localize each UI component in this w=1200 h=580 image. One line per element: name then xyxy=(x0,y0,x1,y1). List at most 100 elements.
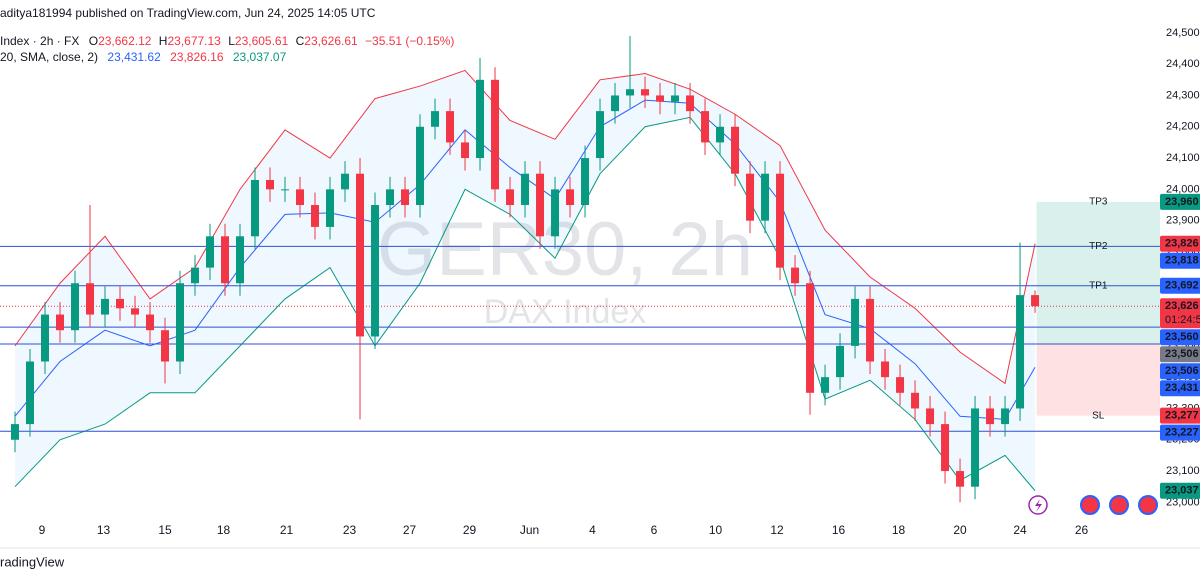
candle-body xyxy=(341,173,350,190)
symbol-legend: Index · 2h · FX O23,662.12 H23,677.13 L2… xyxy=(0,34,454,48)
price-label: 23,037 xyxy=(1165,485,1199,497)
candle-body xyxy=(221,236,230,284)
candle-body xyxy=(1031,295,1040,307)
y-tick-label: 24,000 xyxy=(1166,183,1200,195)
candle-body xyxy=(701,111,710,143)
candle-body xyxy=(896,377,905,393)
icon xyxy=(1035,499,1042,512)
candle-body xyxy=(251,179,260,237)
x-tick-label: 4 xyxy=(589,523,596,537)
band-line xyxy=(14,69,1036,385)
candle-body xyxy=(821,377,830,393)
candle-body xyxy=(116,298,125,309)
y-tick-label: 24,400 xyxy=(1166,58,1200,70)
candle-body xyxy=(296,189,305,206)
watermark-subtitle: DAX Index xyxy=(484,293,647,331)
candle-body xyxy=(536,173,545,237)
candle-body xyxy=(656,95,665,102)
candle-body xyxy=(86,283,95,315)
price-label-box xyxy=(1160,346,1200,363)
x-tick-label: 20 xyxy=(953,523,967,537)
candle-body xyxy=(686,95,695,112)
price-label-box xyxy=(1160,424,1200,441)
candle-body xyxy=(416,126,425,206)
x-tick-label: 18 xyxy=(892,523,906,537)
symbol: Index · 2h · FX xyxy=(0,34,79,48)
candle-body xyxy=(326,189,335,227)
x-tick-label: 26 xyxy=(1075,523,1089,537)
candle-body xyxy=(776,173,785,268)
candle-body xyxy=(716,126,725,143)
price-label: 23,692 xyxy=(1165,280,1199,292)
candle-body xyxy=(581,158,590,206)
y-tick-label: 24,500 xyxy=(1166,27,1200,39)
band-line xyxy=(14,116,1036,492)
candle-body xyxy=(1016,295,1025,409)
plot: TP3 TP2 TP1 SL xyxy=(0,35,1160,503)
candle-body xyxy=(731,126,740,174)
candle-body xyxy=(446,111,455,143)
candle-body xyxy=(131,308,140,315)
published-line: aditya181994 published on TradingView.co… xyxy=(0,6,376,20)
price-label: 23,506 xyxy=(1165,348,1199,360)
target-label: TP2 xyxy=(1089,241,1108,252)
candle-body xyxy=(461,142,470,159)
y-tick-label: 24,100 xyxy=(1166,152,1200,164)
candle-body xyxy=(101,298,110,315)
candle-body xyxy=(566,189,575,206)
ohlc-key: C xyxy=(296,34,305,48)
x-tick-label: 6 xyxy=(651,523,658,537)
icon xyxy=(1138,495,1158,515)
price-label: 23,626 xyxy=(1165,300,1199,312)
candle-body xyxy=(1001,408,1010,425)
price-label-box xyxy=(1160,482,1200,499)
candle-body xyxy=(386,189,395,206)
candle-body xyxy=(956,471,965,487)
countdown: 01:24:53 xyxy=(1165,314,1200,326)
x-tick-label: 10 xyxy=(709,523,723,537)
indicator-value: 23,037.07 xyxy=(233,50,287,64)
price-label: 23,560 xyxy=(1165,331,1199,343)
y-tick-label: 23,000 xyxy=(1166,496,1200,508)
candle-body xyxy=(146,314,155,331)
candle-body xyxy=(671,95,680,102)
y-tick-label: 23,900 xyxy=(1166,215,1200,227)
candle-body xyxy=(191,267,200,284)
price-label: 23,818 xyxy=(1165,255,1199,267)
candle-body xyxy=(26,361,35,425)
candle-body xyxy=(986,408,995,425)
price-label-box xyxy=(1160,193,1200,210)
x-tick-label: 13 xyxy=(97,523,111,537)
price-label-box xyxy=(1160,380,1200,397)
candle-body xyxy=(761,173,770,221)
candle-body xyxy=(611,95,620,112)
target-label: TP3 xyxy=(1089,197,1108,208)
x-tick-label: 12 xyxy=(770,523,784,537)
candle-body xyxy=(881,361,890,378)
candle-body xyxy=(266,179,275,190)
candle-body xyxy=(431,111,440,127)
x-tick-label: 27 xyxy=(403,523,417,537)
price-label: 23,506 xyxy=(1165,365,1199,377)
change: −35.51 (−0.15%) xyxy=(365,34,454,48)
ohlc-value: 23,626.61 xyxy=(304,34,358,48)
candle-body xyxy=(941,424,950,472)
x-tick-label: 15 xyxy=(158,523,172,537)
ohlc-value: 23,677.13 xyxy=(167,34,221,48)
candle-body xyxy=(926,408,935,425)
price-label-box xyxy=(1160,363,1200,380)
candle-body xyxy=(791,267,800,284)
indicator-legend: 20, SMA, close, 2) 23,431.62 23,826.16 2… xyxy=(0,50,287,64)
candle-body xyxy=(491,79,500,190)
price-label: 23,826 xyxy=(1165,238,1199,250)
price-label-box xyxy=(1160,407,1200,424)
indicator: 20, SMA, close, 2) xyxy=(0,50,98,64)
icon xyxy=(1080,495,1100,515)
candle-body xyxy=(71,283,80,331)
x-tick-label: 21 xyxy=(280,523,294,537)
ohlc-key: H xyxy=(159,34,168,48)
stop-label: SL xyxy=(1092,410,1105,421)
candle-body xyxy=(476,79,485,159)
ohlc-key: L xyxy=(228,34,235,48)
